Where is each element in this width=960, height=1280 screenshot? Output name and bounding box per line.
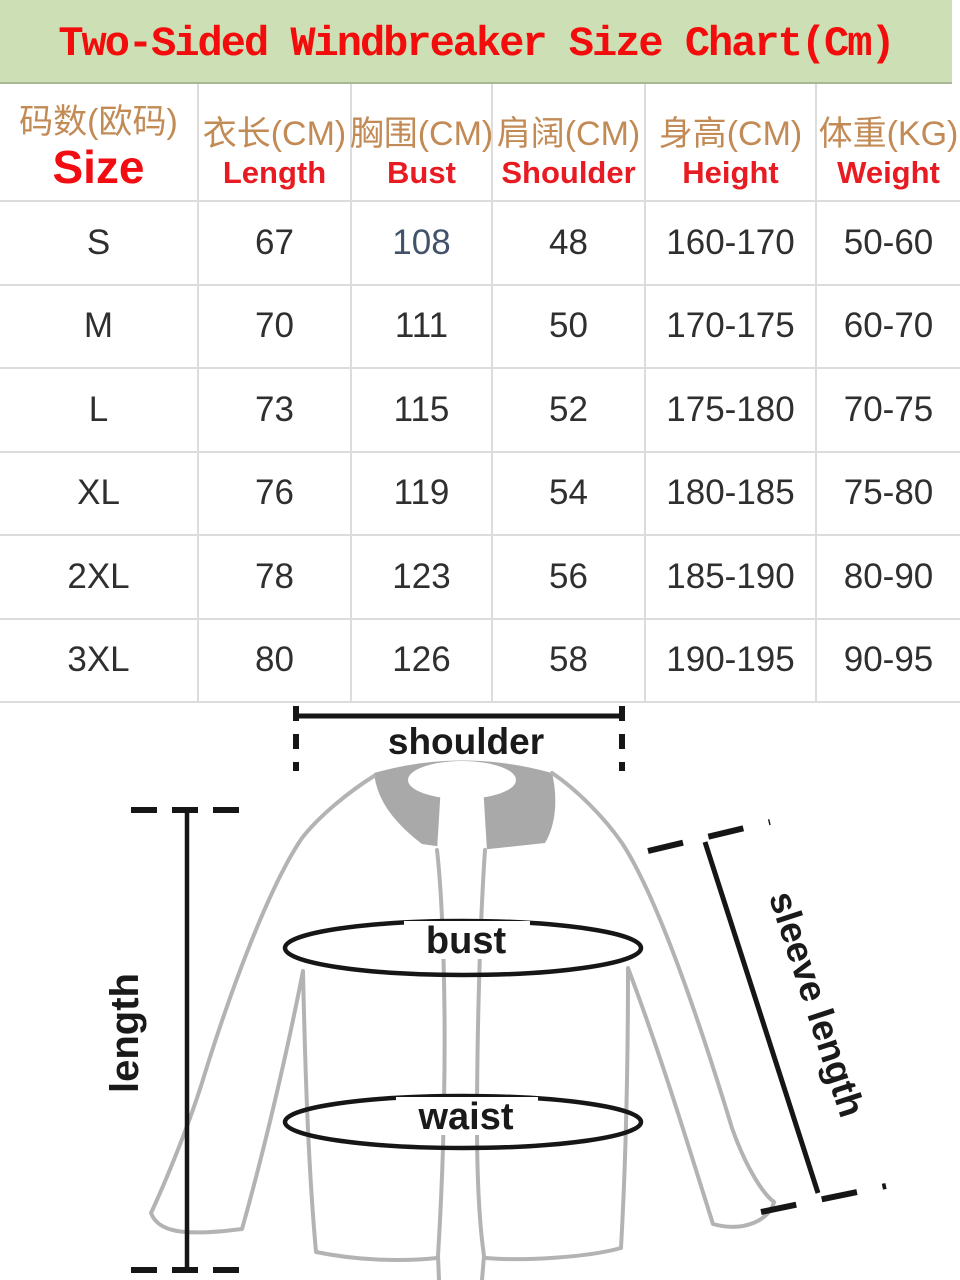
weight-value: 75-80 (817, 453, 960, 536)
column-header-length: 衣长(CM) Length (199, 84, 352, 202)
bust-label: bust (426, 920, 507, 962)
page-title: Two-Sided Windbreaker Size Chart(Cm) (58, 20, 895, 68)
length-value: 78 (199, 536, 352, 620)
waist-label: waist (417, 1096, 513, 1138)
height-value: 185-190 (646, 536, 817, 620)
sleeve-tick-top (647, 819, 771, 854)
shoulder-value: 50 (493, 285, 646, 369)
height-value: 170-175 (646, 285, 817, 369)
length-value: 70 (199, 285, 352, 369)
height-value: 175-180 (646, 369, 817, 453)
bust-value: 123 (352, 536, 493, 620)
header-zh: 身高(CM) (658, 115, 803, 153)
column-header-weight: 体重(KG) Weight (817, 84, 960, 202)
weight-value: 70-75 (817, 369, 960, 453)
header-en: Bust (387, 155, 456, 190)
size-label: XL (0, 452, 199, 536)
measurement-diagram: shoulder length bust waist sleeve length (103, 706, 887, 1280)
size-label: 2XL (0, 536, 199, 620)
bust-value: 119 (352, 452, 493, 536)
header-en: Length (222, 155, 327, 190)
height-value: 160-170 (646, 202, 817, 286)
waist-ellipse (282, 1093, 644, 1151)
height-value: 180-185 (646, 452, 817, 536)
header-en: Height (682, 155, 779, 190)
shoulder-value: 52 (493, 369, 646, 453)
sleeve-length-label: sleeve length (761, 886, 872, 1122)
sleeve-tick-bottom (760, 1183, 887, 1215)
header-en: Size (52, 141, 145, 193)
header-zh: 体重(KG) (818, 115, 959, 153)
length-value: 67 (199, 202, 352, 286)
jacket-right-outline (484, 771, 776, 1262)
column-header-height: 身高(CM) Height (646, 84, 817, 202)
weight-value: 90-95 (817, 620, 960, 703)
header-zh: 胸围(CM) (349, 115, 494, 153)
shoulder-value: 54 (493, 452, 646, 536)
weight-value: 50-60 (817, 202, 960, 286)
size-label: S (0, 202, 199, 286)
header-en: Shoulder (501, 155, 636, 190)
length-value: 73 (199, 369, 352, 453)
weight-value: 80-90 (817, 536, 960, 620)
length-label: length (103, 973, 147, 1093)
bust-value: 126 (352, 619, 493, 703)
header-zh: 衣长(CM) (202, 115, 347, 153)
jacket-left-outline (149, 774, 439, 1262)
collar-neck-opening (408, 761, 516, 799)
bust-value: 115 (352, 369, 493, 453)
header-en: Weight (837, 155, 940, 190)
waist-label-mask (396, 1097, 538, 1135)
column-header-size: 码数(欧码) Size (0, 84, 199, 202)
shoulder-label: shoulder (388, 721, 544, 762)
height-value: 190-195 (646, 619, 817, 703)
weight-value: 60-70 (817, 286, 960, 369)
shoulder-value: 58 (493, 619, 646, 703)
bust-label-mask (404, 921, 530, 959)
shoulder-value: 48 (493, 202, 646, 286)
collar-front-opening (437, 785, 487, 851)
sleeve-measure-line (702, 841, 821, 1194)
length-value: 76 (199, 452, 352, 536)
jacket-front-right-edge (475, 848, 487, 1280)
shoulder-value: 56 (493, 536, 646, 620)
size-label: M (0, 285, 199, 369)
column-header-shoulder: 肩阔(CM) Shoulder (493, 84, 646, 202)
length-value: 80 (199, 619, 352, 703)
bust-value: 108 (352, 202, 493, 286)
jacket-front-left-edge (435, 848, 447, 1280)
header-zh: 肩阔(CM) (496, 115, 641, 153)
title-banner: Two-Sided Windbreaker Size Chart(Cm) (0, 0, 952, 84)
header-zh: 码数(欧码) (19, 103, 178, 141)
size-table: 码数(欧码) Size 衣长(CM) Length 胸围(CM) Bust 肩阔… (0, 84, 960, 703)
bust-value: 111 (352, 285, 493, 369)
column-header-bust: 胸围(CM) Bust (349, 84, 494, 202)
size-label: 3XL (0, 619, 199, 703)
size-label: L (0, 369, 199, 453)
